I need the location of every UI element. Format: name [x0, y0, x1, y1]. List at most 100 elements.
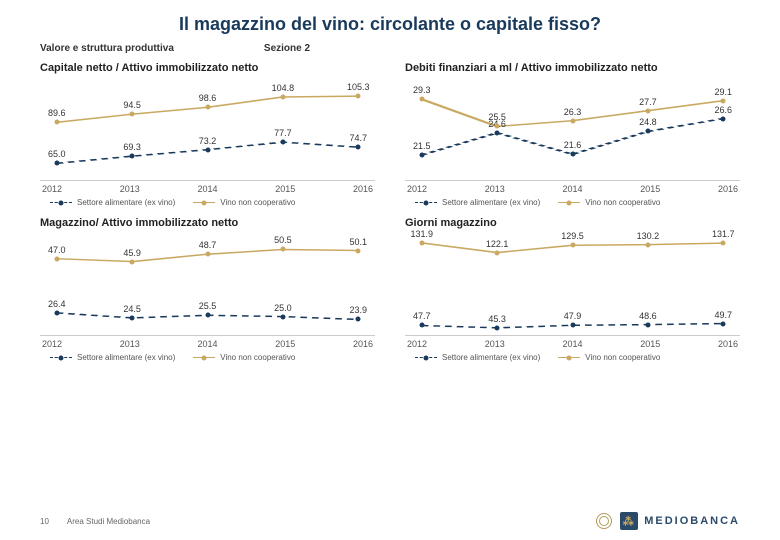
data-point — [130, 112, 135, 117]
data-point — [130, 154, 135, 159]
data-point — [419, 153, 424, 158]
meta-row: Valore e struttura produttiva Sezione 2 — [0, 43, 780, 54]
data-point — [205, 252, 210, 257]
legend-label: Vino non cooperativo — [220, 353, 295, 362]
logo-mark-icon: ⁂ — [620, 512, 638, 530]
x-tick: 2016 — [718, 184, 738, 194]
x-tick: 2013 — [120, 184, 140, 194]
legend-label: Settore alimentare (ex vino) — [442, 353, 540, 362]
x-axis: 20122013201420152016 — [405, 181, 740, 194]
legend-item: Vino non cooperativo — [193, 198, 295, 207]
x-tick: 2015 — [275, 184, 295, 194]
x-tick: 2012 — [407, 184, 427, 194]
legend: Settore alimentare (ex vino) Vino non coo… — [40, 349, 375, 362]
chart-title: Giorni magazzino — [405, 217, 740, 229]
data-point — [645, 322, 650, 327]
data-label: 105.3 — [347, 82, 370, 92]
data-label: 26.3 — [564, 107, 582, 117]
data-point — [205, 313, 210, 318]
data-label: 29.1 — [714, 87, 732, 97]
x-tick: 2014 — [197, 339, 217, 349]
data-point — [54, 161, 59, 166]
legend-item: Settore alimentare (ex vino) — [415, 353, 540, 362]
data-label: 23.9 — [349, 305, 367, 315]
legend-item: Settore alimentare (ex vino) — [50, 353, 175, 362]
data-point — [54, 310, 59, 315]
data-point — [645, 108, 650, 113]
legend: Settore alimentare (ex vino)Vino non coo… — [405, 349, 740, 362]
data-label: 74.7 — [349, 133, 367, 143]
x-tick: 2014 — [562, 339, 582, 349]
data-point — [130, 315, 135, 320]
data-point — [419, 240, 424, 245]
x-tick: 2012 — [42, 184, 62, 194]
data-point — [280, 247, 285, 252]
legend-item: Vino non cooperativo — [558, 198, 660, 207]
data-point — [645, 129, 650, 134]
data-label: 48.6 — [639, 311, 657, 321]
data-label: 50.5 — [274, 235, 292, 245]
footer: 10 Area Studi Mediobanca ⁂ MEDIOBANCA — [0, 512, 780, 530]
data-label: 48.7 — [199, 240, 217, 250]
legend-label: Settore alimentare (ex vino) — [77, 353, 175, 362]
data-point — [570, 323, 575, 328]
x-axis: 20122013201420152016 — [40, 181, 375, 194]
x-tick: 2012 — [42, 339, 62, 349]
data-point — [721, 98, 726, 103]
x-tick: 2015 — [275, 339, 295, 349]
page-title: Il magazzino del vino: circolante o capi… — [0, 0, 780, 43]
chart-title: Capitale netto / Attivo immobilizzato ne… — [40, 62, 375, 74]
data-label: 122.1 — [486, 239, 509, 249]
chart-area: 47.745.347.948.649.7131.9122.1129.5130.2… — [405, 235, 740, 336]
x-tick: 2015 — [640, 339, 660, 349]
legend-item: Vino non cooperativo — [193, 353, 295, 362]
x-tick: 2013 — [120, 339, 140, 349]
data-label: 50.1 — [349, 237, 367, 247]
x-tick: 2016 — [353, 339, 373, 349]
x-tick: 2014 — [562, 184, 582, 194]
chart-panel: Capitale netto / Attivo immobilizzato ne… — [40, 62, 375, 207]
data-point — [356, 145, 361, 150]
data-label: 25.5 — [488, 112, 506, 122]
data-label: 26.4 — [48, 299, 66, 309]
data-point — [280, 140, 285, 145]
data-label: 25.5 — [199, 301, 217, 311]
chart-area: 26.424.525.525.023.947.045.948.750.550.1 — [40, 235, 375, 336]
chart-area: 21.524.621.624.826.629.325.526.327.729.1 — [405, 80, 740, 181]
page-number: 10 — [40, 517, 49, 526]
legend-label: Vino non cooperativo — [220, 198, 295, 207]
seal-icon — [596, 513, 612, 529]
legend: Settore alimentare (ex vino) Vino non coo… — [40, 194, 375, 207]
data-point — [495, 130, 500, 135]
data-label: 94.5 — [123, 100, 141, 110]
meta-left: Valore e struttura produttiva — [40, 43, 174, 54]
legend: Settore alimentare (ex vino)Vino non coo… — [405, 194, 740, 207]
x-tick: 2016 — [353, 184, 373, 194]
data-point — [570, 152, 575, 157]
data-label: 131.7 — [712, 229, 735, 239]
data-label: 69.3 — [123, 142, 141, 152]
data-label: 25.0 — [274, 303, 292, 313]
data-label: 47.9 — [564, 311, 582, 321]
data-point — [570, 118, 575, 123]
x-tick: 2013 — [485, 184, 505, 194]
data-point — [721, 116, 726, 121]
data-point — [130, 259, 135, 264]
legend-label: Vino non cooperativo — [585, 198, 660, 207]
data-label: 77.7 — [274, 128, 292, 138]
data-label: 73.2 — [199, 136, 217, 146]
data-point — [419, 323, 424, 328]
data-label: 27.7 — [639, 97, 657, 107]
footer-text: Area Studi Mediobanca — [67, 517, 150, 526]
x-axis: 20122013201420152016 — [405, 336, 740, 349]
data-label: 21.6 — [564, 140, 582, 150]
logo-text: MEDIOBANCA — [644, 515, 740, 527]
data-point — [721, 321, 726, 326]
chart-panel: Giorni magazzino47.745.347.948.649.7131.… — [405, 217, 740, 362]
legend-item: Settore alimentare (ex vino) — [50, 198, 175, 207]
meta-right: Sezione 2 — [264, 43, 310, 54]
data-point — [419, 97, 424, 102]
data-point — [645, 242, 650, 247]
data-point — [54, 256, 59, 261]
chart-title: Debiti finanziari a ml / Attivo immobili… — [405, 62, 740, 74]
